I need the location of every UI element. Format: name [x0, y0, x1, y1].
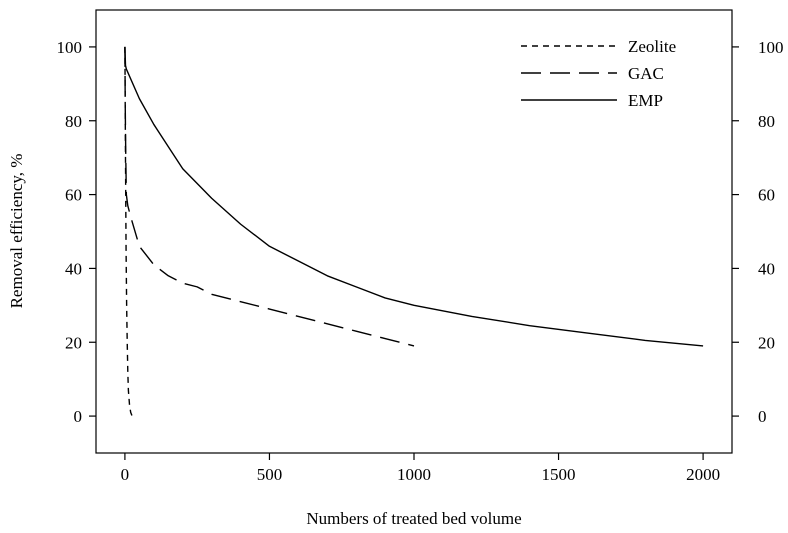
series-lines	[124, 46, 704, 417]
y-tick-label: 20	[65, 333, 82, 352]
legend: Zeolite GAC EMP	[521, 37, 676, 110]
y-tick-label: 0	[74, 407, 83, 426]
y-axis-left-ticks: 0 20 40 60 80 100	[57, 38, 96, 426]
y-axis-label: Removal efficiency, %	[7, 154, 26, 309]
y-tick-label: 40	[65, 259, 82, 278]
x-axis-ticks: 0 500 1000 1500 2000	[121, 453, 720, 484]
series-line-zeolite	[124, 46, 133, 417]
legend-label-zeolite: Zeolite	[628, 37, 676, 56]
x-tick-label: 2000	[686, 465, 720, 484]
y-tick-label: 80	[65, 112, 82, 131]
x-tick-label: 1000	[397, 465, 431, 484]
y-right-tick-label: 0	[758, 407, 767, 426]
series-line-gac	[124, 46, 415, 347]
series-line-emp	[124, 46, 704, 347]
x-tick-label: 500	[257, 465, 283, 484]
x-tick-label: 0	[121, 465, 130, 484]
y-right-tick-label: 100	[758, 38, 784, 57]
x-tick-label: 1500	[542, 465, 576, 484]
y-right-tick-label: 20	[758, 333, 775, 352]
x-axis-label: Numbers of treated bed volume	[306, 509, 521, 528]
y-right-tick-label: 80	[758, 112, 775, 131]
legend-label-emp: EMP	[628, 91, 663, 110]
y-right-tick-label: 40	[758, 259, 775, 278]
legend-label-gac: GAC	[628, 64, 664, 83]
y-tick-label: 60	[65, 186, 82, 205]
y-right-tick-label: 60	[758, 186, 775, 205]
y-axis-right-ticks: 0 20 40 60 80 100	[732, 38, 784, 426]
y-tick-label: 100	[57, 38, 83, 57]
